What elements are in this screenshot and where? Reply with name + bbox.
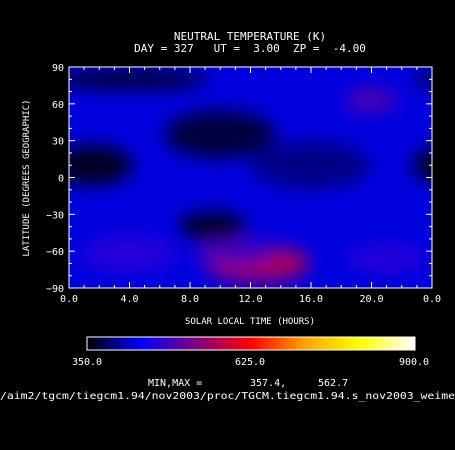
y-tick-label: 60 [52,100,64,111]
heatmap-feature [412,72,432,86]
y-tick-label: 90 [52,63,64,74]
y-tick-label: −90 [46,284,64,295]
y-tick-label: 0 [58,174,64,185]
heatmap-field [0,67,455,288]
x-tick-label: 0.0 [423,294,441,305]
minmax-label: MIN,MAX = [148,378,202,389]
max-value: 562.7 [318,378,348,389]
heatmap-feature [69,69,210,90]
y-tick-label: −60 [46,247,64,258]
heatmap-features [0,69,455,282]
heatmap-feature [346,244,427,273]
source-path: /aim2/tgcm/tiegcm1.94/nov2003/proc/TGCM.… [0,391,455,402]
chart-title: NEUTRAL TEMPERATURE (K) [174,30,326,43]
heatmap-feature [445,236,455,272]
colorbar-mid-label: 625.0 [235,357,265,368]
y-axis-label: LATITUDE (DEGREES GEOGRAPHIC) [22,99,32,256]
x-axis-label: SOLAR LOCAL TIME (HOURS) [185,317,315,327]
colorbar [86,336,416,351]
heatmap-feature [251,141,371,190]
x-tick-label: 12.0 [238,294,262,305]
heatmap-feature [164,110,277,159]
y-axis: 90 60 30 0 −30 −60 −90 [46,63,432,295]
y-tick-label: 30 [52,137,64,148]
heatmap-feature [0,141,8,189]
colorbar-max-label: 900.0 [399,357,429,368]
heatmap-feature [178,212,247,241]
x-tick-label: 20.0 [359,294,383,305]
chart-subtitle: DAY = 327 UT = 3.00 ZP = -4.00 [134,42,366,55]
y-tick-label: −30 [46,210,64,221]
x-tick-label: 0.0 [60,294,78,305]
x-tick-label: 16.0 [299,294,323,305]
heatmap-feature [69,145,134,186]
x-axis: 0.0 4.0 8.0 12.0 16.0 20.0 0.0 [60,67,441,305]
x-tick-label: 8.0 [181,294,199,305]
min-value: 357.4, [250,378,286,389]
heatmap-feature [412,148,432,183]
heatmap-feature [195,237,276,266]
x-tick-label: 4.0 [120,294,138,305]
colorbar-min-label: 350.0 [72,357,102,368]
heatmap-feature [345,88,398,113]
heatmap-feature [81,235,178,272]
